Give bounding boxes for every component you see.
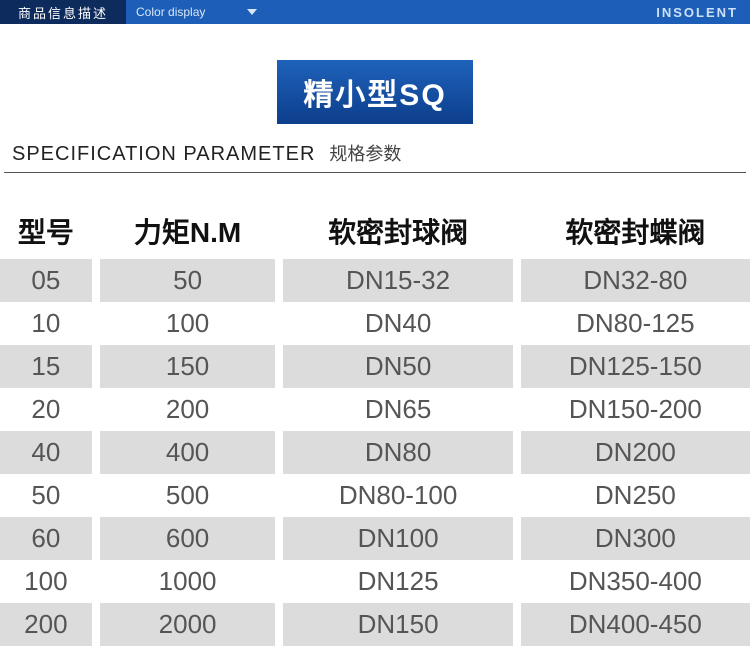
col-gap <box>275 345 283 388</box>
col-gap <box>513 603 521 646</box>
table-cell: 50 <box>0 474 92 517</box>
title-badge: 精小型SQ <box>277 60 472 124</box>
col-gap <box>513 517 521 560</box>
top-bar-category-label: 商品信息描述 <box>0 0 126 24</box>
col-header-ball: 软密封球阀 <box>283 203 512 259</box>
table-cell: 200 <box>100 388 276 431</box>
table-row: 20200DN65DN150-200 <box>0 388 750 431</box>
col-gap <box>92 388 100 431</box>
table-cell: 40 <box>0 431 92 474</box>
table-cell: 200 <box>0 603 92 646</box>
col-gap <box>92 259 100 302</box>
table-cell: 100 <box>100 302 276 345</box>
col-gap <box>92 345 100 388</box>
table-cell: 400 <box>100 431 276 474</box>
top-bar-dropdown-label: Color display <box>136 5 205 19</box>
table-cell: DN150 <box>283 603 512 646</box>
table-cell: DN100 <box>283 517 512 560</box>
table-row: 50500DN80-100DN250 <box>0 474 750 517</box>
col-gap <box>513 431 521 474</box>
table-cell: 60 <box>0 517 92 560</box>
section-title-cn: 规格参数 <box>329 140 401 166</box>
table-cell: 20 <box>0 388 92 431</box>
table-cell: DN50 <box>283 345 512 388</box>
col-gap <box>275 259 283 302</box>
chevron-down-icon <box>247 9 257 15</box>
col-gap <box>513 203 521 259</box>
table-cell: 2000 <box>100 603 276 646</box>
col-gap <box>275 302 283 345</box>
spec-table: 型号 力矩N.M 软密封球阀 软密封蝶阀 0550DN15-32DN32-801… <box>0 203 750 646</box>
table-row: 2002000DN150DN400-450 <box>0 603 750 646</box>
table-header-row: 型号 力矩N.M 软密封球阀 软密封蝶阀 <box>0 203 750 259</box>
col-header-model: 型号 <box>0 203 92 259</box>
table-cell: DN125 <box>283 560 512 603</box>
table-cell: DN300 <box>521 517 750 560</box>
col-gap <box>275 431 283 474</box>
table-cell: 150 <box>100 345 276 388</box>
table-row: 10100DN40DN80-125 <box>0 302 750 345</box>
col-gap <box>92 302 100 345</box>
table-cell: DN400-450 <box>521 603 750 646</box>
table-row: 60600DN100DN300 <box>0 517 750 560</box>
col-gap <box>275 474 283 517</box>
top-bar-dropdown[interactable]: Color display <box>126 5 257 19</box>
col-gap <box>513 259 521 302</box>
col-gap <box>513 388 521 431</box>
table-cell: DN125-150 <box>521 345 750 388</box>
table-cell: DN15-32 <box>283 259 512 302</box>
col-gap <box>275 517 283 560</box>
table-cell: DN32-80 <box>521 259 750 302</box>
col-gap <box>275 560 283 603</box>
col-gap <box>92 431 100 474</box>
col-gap <box>92 517 100 560</box>
col-header-butterfly: 软密封蝶阀 <box>521 203 750 259</box>
table-cell: 10 <box>0 302 92 345</box>
table-cell: 500 <box>100 474 276 517</box>
col-gap <box>92 474 100 517</box>
table-row: 1001000DN125DN350-400 <box>0 560 750 603</box>
section-title: SPECIFICATION PARAMETER 规格参数 <box>4 140 746 173</box>
col-gap <box>275 388 283 431</box>
col-gap <box>275 603 283 646</box>
col-gap <box>92 203 100 259</box>
table-cell: DN80 <box>283 431 512 474</box>
table-cell: 05 <box>0 259 92 302</box>
table-cell: DN80-125 <box>521 302 750 345</box>
table-cell: 600 <box>100 517 276 560</box>
table-cell: DN350-400 <box>521 560 750 603</box>
table-cell: DN150-200 <box>521 388 750 431</box>
top-bar: 商品信息描述 Color display INSOLENT <box>0 0 750 24</box>
table-cell: 50 <box>100 259 276 302</box>
table-cell: 100 <box>0 560 92 603</box>
col-gap <box>513 302 521 345</box>
table-cell: DN40 <box>283 302 512 345</box>
col-gap <box>513 345 521 388</box>
table-cell: DN200 <box>521 431 750 474</box>
col-gap <box>92 560 100 603</box>
table-row: 0550DN15-32DN32-80 <box>0 259 750 302</box>
col-gap <box>513 560 521 603</box>
col-gap <box>513 474 521 517</box>
section-title-en: SPECIFICATION PARAMETER <box>12 143 315 166</box>
col-gap <box>92 603 100 646</box>
col-gap <box>275 203 283 259</box>
table-cell: DN65 <box>283 388 512 431</box>
col-header-torque: 力矩N.M <box>100 203 276 259</box>
table-cell: DN80-100 <box>283 474 512 517</box>
table-cell: 1000 <box>100 560 276 603</box>
table-cell: DN250 <box>521 474 750 517</box>
table-row: 40400DN80DN200 <box>0 431 750 474</box>
brand-label: INSOLENT <box>656 5 750 20</box>
table-row: 15150DN50DN125-150 <box>0 345 750 388</box>
table-cell: 15 <box>0 345 92 388</box>
